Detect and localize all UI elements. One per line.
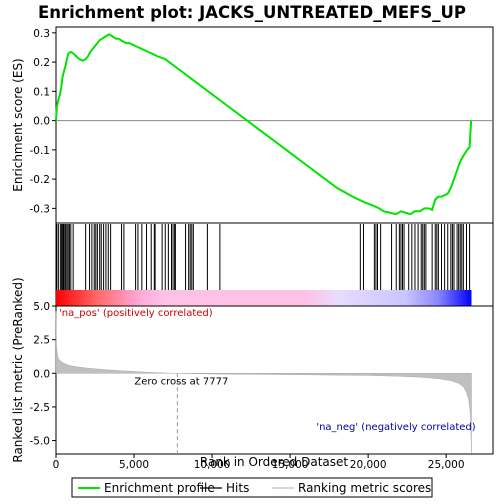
x-axis-title: Rank in Ordered Dataset: [200, 455, 348, 469]
es-y-axis: 0.3 0.2 0.1 0.0 -0.1 -0.2 -0.3: [30, 28, 56, 215]
es-y-tick-label: -0.3: [30, 203, 51, 215]
legend-label: Ranking metric scores: [298, 481, 431, 495]
es-panel-frame: [55, 26, 494, 224]
es-y-tick-label: 0.1: [33, 86, 50, 98]
x-axis: 0 5,000 10,000 15,000 20,000 25,000: [53, 454, 465, 471]
metric-y-tick-label: -2.5: [30, 402, 51, 414]
es-y-tick-label: 0.3: [33, 28, 50, 40]
hits-marks: [56, 224, 471, 290]
metric-y-tick-label: 5.0: [33, 301, 50, 313]
x-tick-label: 10,000: [194, 459, 231, 471]
rank-gradient-bar: [56, 290, 472, 306]
es-y-tick-label: -0.2: [30, 174, 51, 186]
es-y-axis-title: Enrichment score (ES): [11, 58, 25, 191]
legend-box: [71, 477, 433, 498]
metric-y-axis: 5.0 2.5 0.0 -2.5 -5.0: [30, 301, 56, 448]
zero-cross-label: Zero cross at 7777: [134, 376, 228, 387]
es-y-tick-label: 0.0: [33, 116, 50, 128]
x-tick-label: 15,000: [272, 459, 309, 471]
metric-y-tick-label: -5.0: [30, 436, 51, 448]
legend-label: Hits: [226, 481, 249, 495]
metric-panel-frame: [55, 305, 494, 455]
x-tick-label: 5,000: [119, 459, 149, 471]
enrichment-profile-line: [55, 33, 473, 216]
es-y-tick-label: -0.1: [30, 145, 51, 157]
metric-y-tick-label: 0.0: [33, 368, 50, 380]
ranking-metric-area: [55, 311, 472, 453]
x-tick-label: 25,000: [428, 459, 465, 471]
positive-correlation-label: 'na_pos' (positively correlated): [59, 308, 213, 319]
x-tick-label: 20,000: [350, 459, 387, 471]
chart-title: Enrichment plot: JACKS_UNTREATED_MEFS_UP: [38, 3, 466, 22]
legend-label: Enrichment profile: [104, 481, 215, 495]
metric-y-tick-label: 2.5: [33, 335, 50, 347]
negative-correlation-label: 'na_neg' (negatively correlated): [316, 422, 475, 433]
metric-y-axis-title: Ranked list metric (PreRanked): [11, 277, 25, 462]
es-y-tick-label: 0.2: [33, 57, 50, 69]
legend: Enrichment profile Hits Ranking metric sco…: [78, 481, 431, 495]
x-tick-label: 0: [53, 459, 60, 471]
